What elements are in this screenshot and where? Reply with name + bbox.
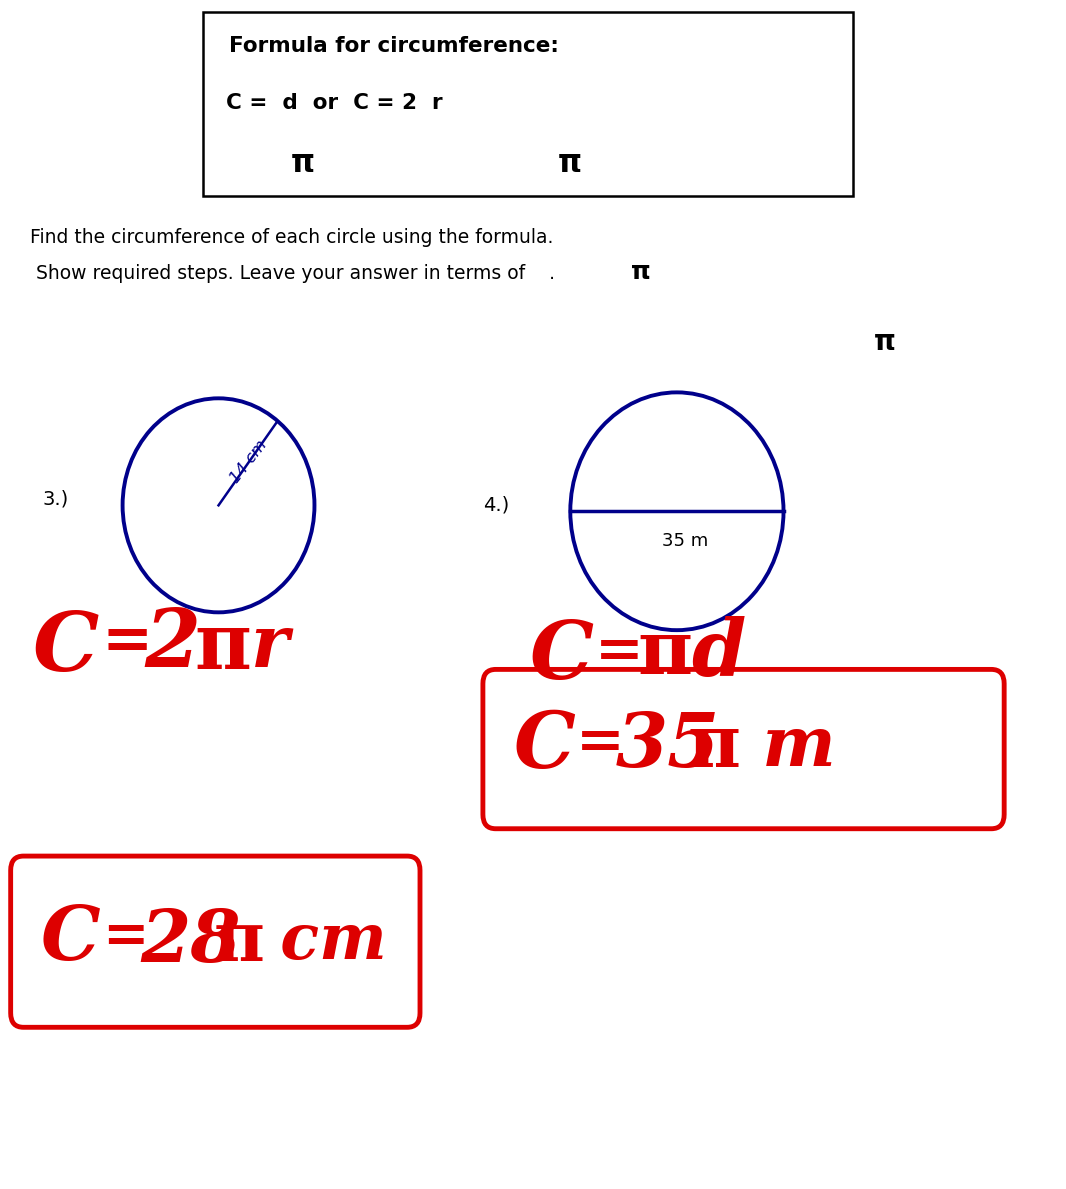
Text: π: π (213, 908, 264, 975)
Text: 4.): 4.) (483, 496, 510, 515)
FancyBboxPatch shape (11, 856, 420, 1027)
Text: 28: 28 (141, 906, 241, 977)
Text: =: = (595, 623, 644, 680)
Text: =: = (576, 715, 625, 772)
Text: =: = (102, 910, 149, 964)
Text: m: m (738, 713, 836, 780)
Text: π: π (874, 328, 897, 357)
FancyBboxPatch shape (203, 12, 853, 196)
Text: Find the circumference of each circle using the formula.: Find the circumference of each circle us… (30, 228, 553, 247)
Text: C: C (530, 617, 594, 696)
Text: π: π (637, 617, 693, 691)
Text: C =  d  or  C = 2  r: C = d or C = 2 r (226, 94, 442, 113)
Text: π: π (291, 149, 316, 177)
Text: 35: 35 (616, 711, 721, 782)
Text: π: π (631, 260, 651, 284)
Text: r: r (251, 611, 289, 682)
Text: C: C (514, 709, 576, 785)
Text: Formula for circumference:: Formula for circumference: (229, 36, 559, 56)
Text: π: π (194, 609, 251, 685)
Text: d: d (691, 616, 745, 692)
Text: 14 cm: 14 cm (228, 438, 271, 485)
Text: 35 m: 35 m (662, 531, 709, 551)
Text: π: π (688, 711, 741, 782)
Text: Show required steps. Leave your answer in terms of    .: Show required steps. Leave your answer i… (30, 264, 554, 283)
Text: C: C (41, 904, 100, 975)
Text: π: π (558, 149, 582, 177)
Text: C: C (32, 608, 98, 688)
Text: 2: 2 (144, 605, 200, 684)
Text: 3.): 3.) (43, 490, 69, 509)
Text: cm: cm (258, 911, 387, 973)
FancyBboxPatch shape (483, 669, 1004, 829)
Text: =: = (101, 612, 152, 672)
